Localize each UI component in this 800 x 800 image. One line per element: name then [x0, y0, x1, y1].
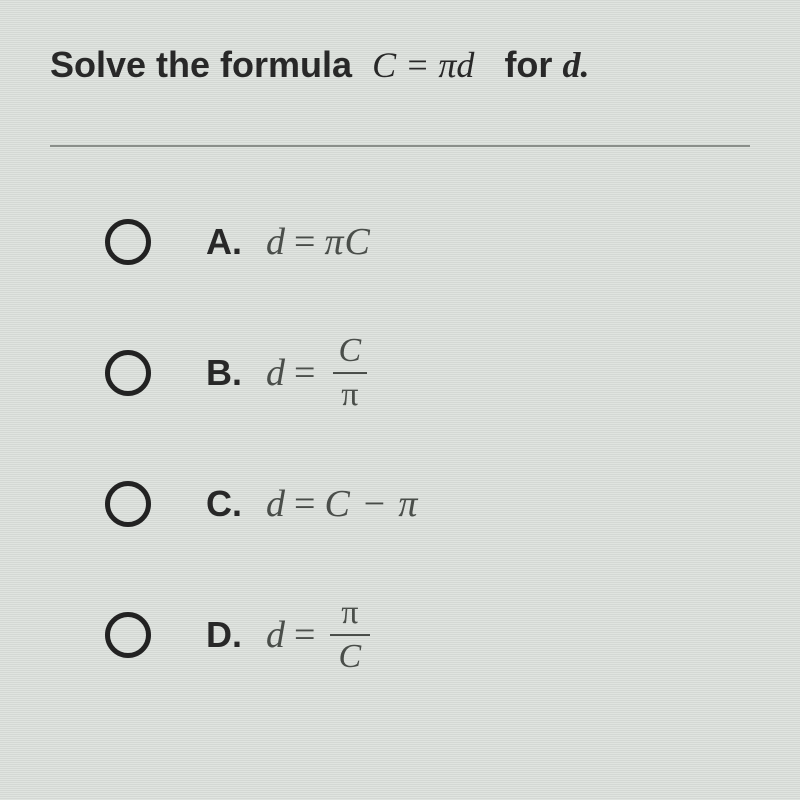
prompt-formula: C = πd: [372, 45, 474, 85]
lhs-a: d: [266, 220, 286, 264]
question-prompt: Solve the formula C = πd for d.: [50, 40, 750, 90]
option-label-c: C.: [206, 483, 246, 525]
option-math-d: d = π C: [266, 594, 376, 676]
radio-a[interactable]: [105, 219, 151, 265]
option-math-b: d = C π: [266, 332, 376, 414]
frac-d: π C: [330, 594, 370, 676]
frac-b: C π: [330, 332, 370, 414]
rhs-a: πC: [324, 220, 370, 264]
section-divider: [50, 145, 750, 147]
option-math-a: d = πC: [266, 220, 371, 264]
eq-a: =: [294, 220, 316, 264]
den-b: π: [333, 372, 367, 414]
options-list: A. d = πC B. d = C π C. d: [50, 207, 750, 676]
option-label-a: A.: [206, 221, 246, 263]
den-d: C: [330, 634, 370, 676]
eq-d: =: [294, 613, 316, 657]
radio-d[interactable]: [105, 612, 151, 658]
option-c[interactable]: C. d = C − π: [105, 469, 750, 539]
option-b[interactable]: B. d = C π: [105, 332, 750, 414]
lhs-c: d: [266, 482, 286, 526]
num-b: C: [330, 332, 370, 372]
eq-c: =: [294, 482, 316, 526]
option-label-b: B.: [206, 352, 246, 394]
option-d[interactable]: D. d = π C: [105, 594, 750, 676]
lhs-b: d: [266, 351, 286, 395]
lhs-d: d: [266, 613, 286, 657]
radio-b[interactable]: [105, 350, 151, 396]
prompt-prefix: Solve the formula: [50, 44, 352, 85]
eq-b: =: [294, 351, 316, 395]
num-d: π: [333, 594, 367, 634]
option-a[interactable]: A. d = πC: [105, 207, 750, 277]
question-container: Solve the formula C = πd for d. A. d = π…: [0, 0, 800, 771]
option-label-d: D.: [206, 614, 246, 656]
radio-c[interactable]: [105, 481, 151, 527]
prompt-variable: d.: [562, 45, 589, 85]
prompt-suffix: for: [504, 44, 552, 85]
option-math-c: d = C − π: [266, 482, 418, 526]
rhs-c: C − π: [324, 482, 418, 526]
